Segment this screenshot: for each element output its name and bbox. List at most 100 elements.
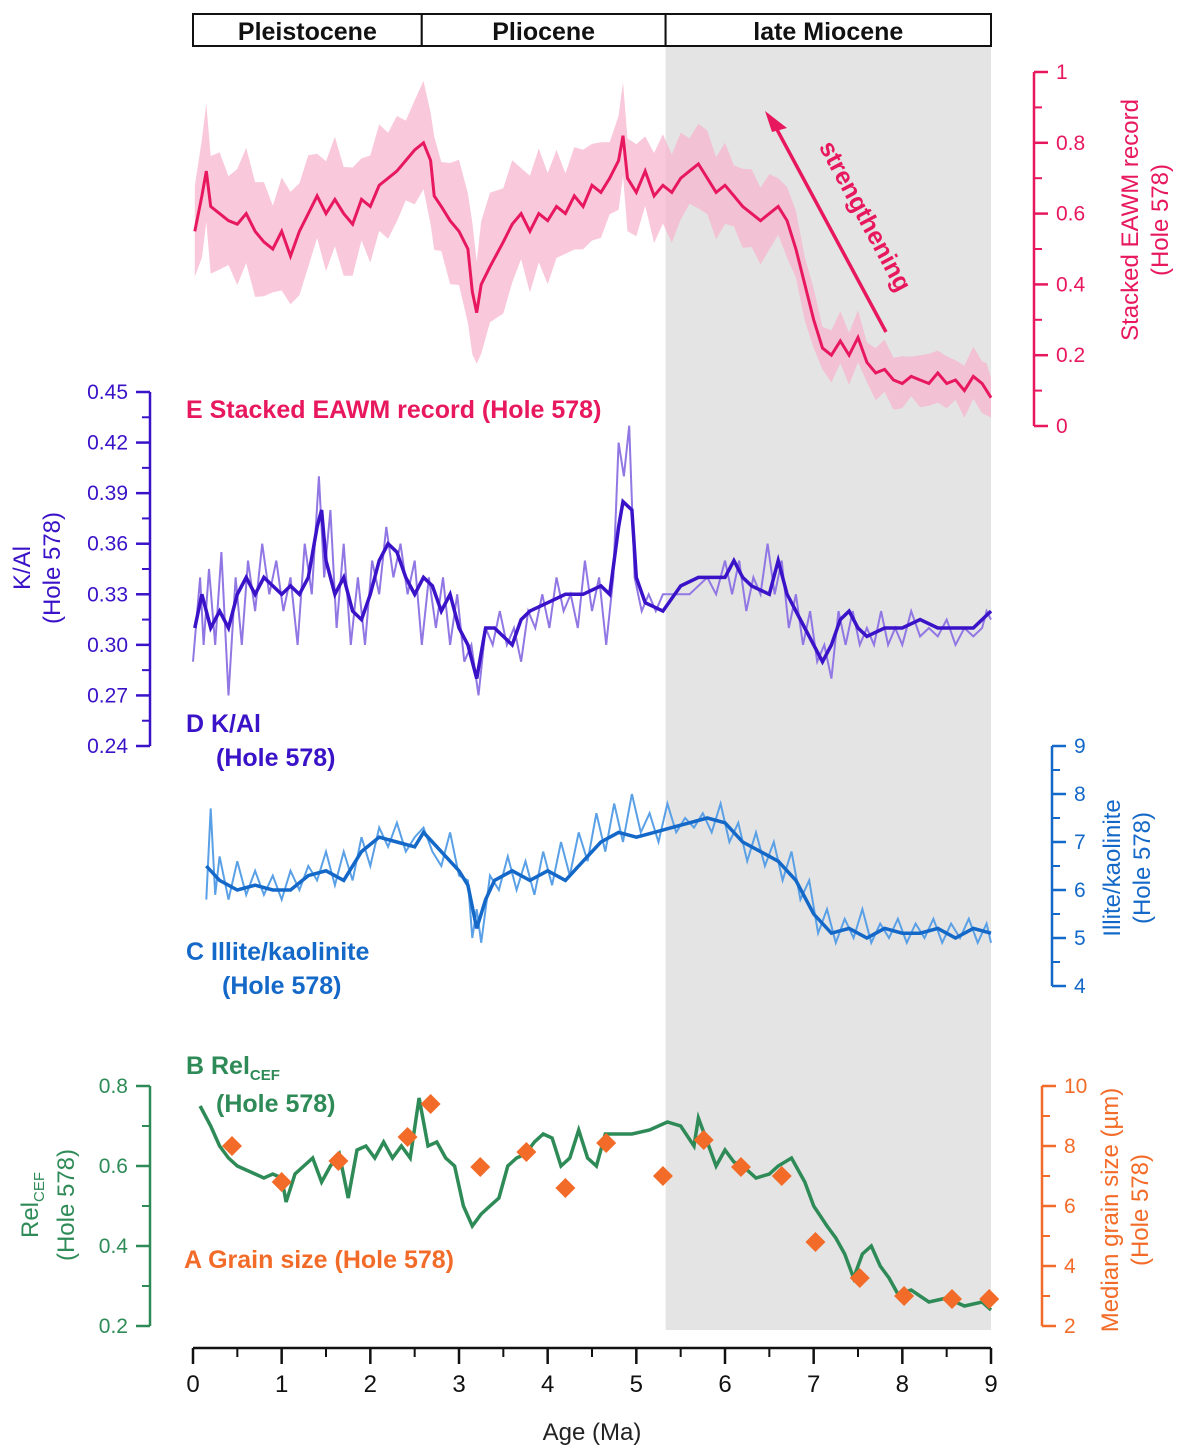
relcef-axis-title: RelCEF <box>17 1172 48 1238</box>
grain-size-point <box>470 1157 491 1177</box>
tick-label: 0.42 <box>87 432 128 455</box>
panel-c-illite-kaolinite: 4 5 6 7 8 9 Illite/kaolinite (Hole 578) C Ill… <box>186 735 1156 1000</box>
illite-kaolinite-axis: 4 5 6 7 8 9 <box>1050 735 1086 998</box>
relcef-line <box>198 1097 993 1312</box>
eawm-panel-label: E Stacked EAWM record (Hole 578) <box>186 396 601 424</box>
grain-size-point <box>222 1136 243 1156</box>
relcef-panel-label-main: B Rel <box>186 1052 250 1080</box>
kal-axis-title: K/Al <box>9 546 36 590</box>
tick-label: 0.2 <box>99 1315 128 1338</box>
grain-size-axis-subtitle: (Hole 578) <box>1127 1154 1154 1266</box>
tick-label: 1 <box>1056 61 1068 84</box>
grain-size-point <box>516 1142 537 1162</box>
relcef-panel-sublabel: (Hole 578) <box>216 1090 335 1118</box>
grain-size-points <box>222 1094 1000 1309</box>
kal-panel-label: D K/Al <box>186 710 261 738</box>
tick-label: 0.27 <box>87 684 128 707</box>
epoch-bar: Pleistocene Pliocene late Miocene <box>192 13 992 47</box>
tick-label: 10 <box>1064 1075 1087 1098</box>
grain-size-axis-title: Median grain size (µm) <box>1097 1088 1124 1333</box>
x-tick-label: 5 <box>630 1371 643 1398</box>
eawm-uncertainty-band <box>194 80 992 418</box>
grain-size-point <box>730 1157 751 1177</box>
tick-label: 6 <box>1074 879 1086 902</box>
kal-smoothed-line <box>193 498 993 680</box>
x-tick-label: 0 <box>186 1371 199 1398</box>
grain-size-point <box>555 1178 576 1198</box>
tick-label: 4 <box>1064 1255 1076 1278</box>
tick-label: 0.33 <box>87 583 128 606</box>
tick-label: 0.6 <box>99 1155 128 1178</box>
illite-kaolinite-raw-line <box>205 793 992 947</box>
tick-label: 0.39 <box>87 482 128 505</box>
grain-size-point <box>420 1094 441 1114</box>
panel-a-grain-size: 2 4 6 8 10 Median grain size (µm) (Hole 578)… <box>184 1075 1154 1338</box>
tick-label: 5 <box>1074 927 1086 950</box>
x-tick-label: 1 <box>275 1371 288 1398</box>
grain-size-point <box>849 1268 870 1288</box>
tick-label: 0.4 <box>99 1235 129 1258</box>
relcef-axis-title-main: Rel <box>17 1202 44 1238</box>
tick-label: 7 <box>1074 831 1086 854</box>
illite-kaolinite-panel-sublabel: (Hole 578) <box>222 972 341 1000</box>
x-tick-label: 7 <box>807 1371 820 1398</box>
x-axis: 0 1 2 3 4 5 6 7 8 9 <box>186 1346 998 1398</box>
eawm-axis: 0 0.2 0.4 0.6 0.8 1 <box>1032 61 1086 438</box>
relcef-panel-label-sub: CEF <box>250 1067 280 1084</box>
grain-size-point <box>652 1166 673 1186</box>
grain-size-point <box>771 1166 792 1186</box>
x-tick-label: 9 <box>984 1371 997 1398</box>
tick-label: 8 <box>1064 1135 1076 1158</box>
epoch-box <box>192 13 423 47</box>
tick-label: 9 <box>1074 735 1086 758</box>
tick-label: 0.36 <box>87 533 128 556</box>
eawm-axis-subtitle: (Hole 578) <box>1147 164 1174 276</box>
kal-axis-subtitle: (Hole 578) <box>39 512 66 624</box>
late-miocene-shading <box>665 46 991 1330</box>
tick-label: 0 <box>1056 415 1068 438</box>
relcef-axis: 0.2 0.4 0.6 0.8 <box>99 1075 152 1338</box>
eawm-line <box>193 135 993 399</box>
tick-label: 0.2 <box>1056 344 1085 367</box>
grain-size-point <box>979 1289 1000 1309</box>
grain-size-axis: 2 4 6 8 10 <box>1040 1075 1087 1338</box>
panel-d-kal: 0.24 0.27 0.30 0.33 0.36 0.39 0.42 0.45 K/Al (H… <box>9 381 993 772</box>
tick-label: 0.45 <box>87 381 128 404</box>
strengthening-arrow-head <box>765 111 787 132</box>
tick-label: 0.8 <box>99 1075 128 1098</box>
grain-size-point <box>894 1286 915 1306</box>
x-axis-title: Age (Ma) <box>543 1419 642 1446</box>
grain-size-point <box>805 1232 826 1252</box>
relcef-axis-subtitle: (Hole 578) <box>53 1149 80 1261</box>
grain-size-point <box>397 1127 418 1147</box>
x-tick-label: 3 <box>452 1371 465 1398</box>
epoch-label: late Miocene <box>753 18 903 46</box>
epoch-box <box>420 13 667 47</box>
panel-b-relcef: 0.20.40.60.8 RelCEF (Hole 578) B RelCEF … <box>17 1052 993 1338</box>
grain-size-point <box>271 1172 292 1192</box>
eawm-axis-title: Stacked EAWM record <box>1117 99 1144 341</box>
kal-panel-sublabel: (Hole 578) <box>216 744 335 772</box>
relcef-panel-label: B RelCEF <box>186 1052 280 1084</box>
x-tick-label: 4 <box>541 1371 554 1398</box>
illite-kaolinite-panel-label: C Illite/kaolinite <box>186 938 369 966</box>
tick-label: 4 <box>1074 975 1086 998</box>
grain-size-panel-label: A Grain size (Hole 578) <box>184 1246 454 1274</box>
x-tick-label: 8 <box>896 1371 909 1398</box>
illite-kaolinite-axis-subtitle: (Hole 578) <box>1129 812 1156 924</box>
grain-size-point <box>693 1130 714 1150</box>
grain-size-point <box>328 1151 349 1171</box>
tick-label: 0.30 <box>87 634 128 657</box>
epoch-box <box>664 13 992 47</box>
tick-label: 6 <box>1064 1195 1076 1218</box>
grain-size-point <box>941 1289 962 1309</box>
tick-label: 0.24 <box>87 735 128 758</box>
illite-kaolinite-smoothed-line <box>205 816 992 940</box>
x-tick-label: 6 <box>718 1371 731 1398</box>
tick-label: 2 <box>1064 1315 1076 1338</box>
kal-axis: 0.24 0.27 0.30 0.33 0.36 0.39 0.42 0.45 <box>87 381 152 758</box>
epoch-label: Pleistocene <box>238 18 377 46</box>
illite-kaolinite-axis-title: Illite/kaolinite <box>1099 799 1126 936</box>
strengthening-arrow-shaft <box>772 123 888 333</box>
